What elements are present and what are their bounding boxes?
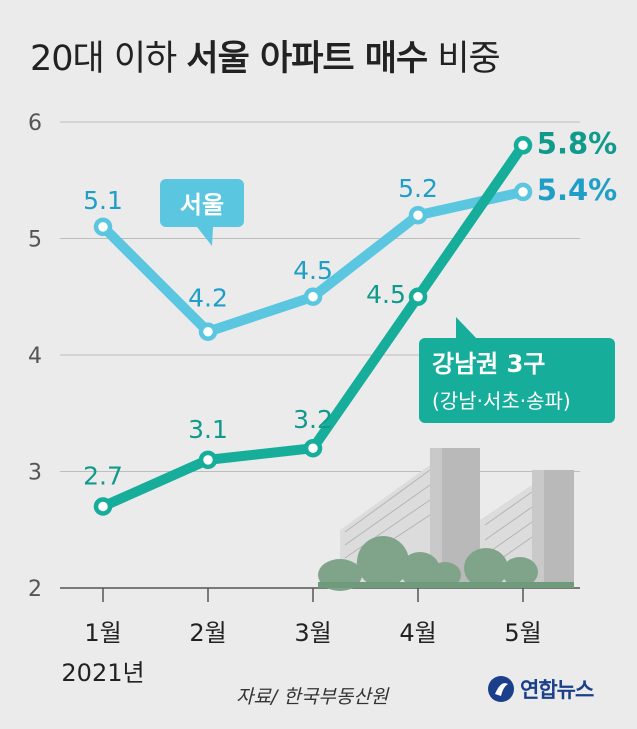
series-seoul: 5.1 4.2 4.5 5.2 5.4% xyxy=(83,173,617,341)
apartment-buildings-illustration xyxy=(318,448,574,591)
data-point xyxy=(198,450,218,470)
data-point xyxy=(513,182,533,202)
data-point xyxy=(93,497,113,516)
data-label: 4.2 xyxy=(188,284,228,313)
data-point xyxy=(513,136,533,155)
title-part2: 서울 아파트 매수 xyxy=(186,39,428,79)
y-tick-label: 6 xyxy=(28,111,42,136)
data-label: 2.7 xyxy=(83,461,123,490)
y-tick-labels: 2 3 4 5 6 xyxy=(28,111,42,602)
logo-text: 연합뉴스 xyxy=(520,678,594,702)
data-point xyxy=(93,217,113,237)
data-point xyxy=(303,287,323,306)
data-label: 5.8% xyxy=(537,126,617,160)
x-sublabel-year: 2021년 xyxy=(61,659,144,687)
series-gangnam: 2.7 3.1 3.2 4.5 5.8% xyxy=(83,126,617,516)
x-tick-labels: 1월 2월 3월 4월 5월 2021년 xyxy=(61,588,542,687)
y-tick-label: 5 xyxy=(28,228,42,253)
y-tick-label: 4 xyxy=(28,344,42,369)
yonhap-logo: 연합뉴스 xyxy=(486,674,594,704)
x-tick-label: 4월 xyxy=(399,619,436,647)
legend-seoul: 서울 xyxy=(160,179,244,246)
yonhap-logo-icon xyxy=(488,676,514,702)
data-label: 3.2 xyxy=(293,405,333,434)
data-label: 3.1 xyxy=(188,415,228,444)
x-tick-label: 1월 xyxy=(84,619,121,647)
x-tick-label: 3월 xyxy=(294,619,331,647)
data-label: 5.1 xyxy=(83,186,123,215)
legend-gangnam-label: 강남권 3구 xyxy=(432,350,545,378)
y-tick-label: 3 xyxy=(28,461,42,486)
title-part3: 비중 xyxy=(437,39,500,79)
data-label: 5.2 xyxy=(398,174,438,203)
x-tick-label: 2월 xyxy=(189,619,226,647)
data-label: 4.5 xyxy=(366,280,406,309)
data-point xyxy=(303,438,323,458)
chart-title: 20대 이하 서울 아파트 매수 비중 xyxy=(30,30,501,81)
x-tick-label: 5월 xyxy=(504,619,541,647)
y-tick-label: 2 xyxy=(28,577,42,602)
data-label: 4.5 xyxy=(293,256,333,285)
data-point xyxy=(408,287,428,306)
legend-gangnam: 강남권 3구 (강남·서초·송파) xyxy=(419,317,615,423)
title-part1: 20대 이하 xyxy=(30,39,177,79)
data-point xyxy=(408,205,428,225)
legend-seoul-label: 서울 xyxy=(180,191,224,219)
data-label: 5.4% xyxy=(537,173,617,207)
data-point xyxy=(198,322,218,341)
source-note: 자료/ 한국부동산원 xyxy=(236,686,389,708)
legend-gangnam-sublabel: (강남·서초·송파) xyxy=(432,389,571,413)
